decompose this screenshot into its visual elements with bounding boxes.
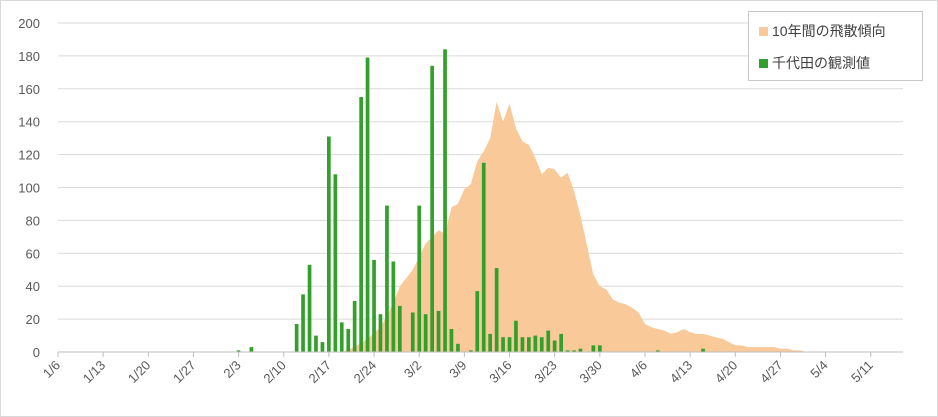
x-tick-label: 3/2 (401, 358, 424, 381)
y-tick-label: 160 (18, 82, 40, 97)
bar (546, 330, 551, 352)
bar (578, 348, 583, 352)
bar (507, 337, 512, 352)
axes (57, 351, 903, 357)
bar (559, 333, 563, 352)
bar (520, 337, 525, 352)
bar (449, 329, 454, 352)
bar (236, 350, 241, 352)
x-tick-label: 4/13 (667, 358, 696, 387)
bar (656, 350, 660, 352)
bar (294, 324, 299, 352)
x-tick-label: 1/13 (80, 358, 109, 387)
y-tick-label: 40 (26, 279, 40, 294)
bar (385, 205, 389, 352)
y-tick-label: 80 (26, 213, 40, 228)
bar (469, 350, 473, 352)
bar (249, 347, 254, 352)
bar (301, 294, 305, 352)
bar (565, 350, 570, 352)
legend-label-bar: 千代田の観測値 (772, 55, 870, 71)
x-tick-label: 4/27 (757, 358, 786, 387)
legend-swatch-area (759, 26, 768, 36)
bar (436, 310, 441, 352)
gridlines (58, 22, 903, 320)
legend: 10年間の飛散傾向 千代田の観測値 (748, 11, 923, 81)
legend-item-bar: 千代田の観測値 (759, 53, 870, 73)
x-tick-label: 3/9 (446, 358, 469, 381)
x-tick-label: 3/16 (486, 358, 515, 387)
bar (359, 97, 363, 352)
bar (527, 337, 531, 352)
y-tick-label: 180 (18, 49, 40, 64)
bar (598, 345, 602, 352)
bar (475, 291, 480, 352)
bar (327, 136, 331, 352)
y-tick-label: 140 (18, 115, 40, 130)
y-tick-label: 100 (18, 181, 40, 196)
bar (339, 322, 344, 352)
bar (539, 337, 544, 352)
x-tick-label: 3/23 (531, 358, 560, 387)
x-tick-label: 2/3 (220, 358, 243, 381)
bar (410, 312, 415, 352)
area-series-shape (341, 102, 807, 352)
x-tick-label: 1/20 (125, 358, 154, 387)
x-tick-label: 1/6 (40, 358, 63, 381)
bar (494, 268, 499, 352)
bar (378, 314, 383, 352)
bar (346, 329, 351, 352)
y-tick-label: 60 (26, 246, 40, 261)
x-tick-label: 5/11 (848, 358, 876, 386)
legend-swatch-bar (759, 58, 768, 68)
bar (365, 57, 370, 352)
bar (572, 350, 576, 352)
bar (443, 49, 447, 353)
bar (591, 345, 596, 352)
bar (430, 65, 434, 353)
bar (552, 340, 557, 352)
bar (333, 174, 338, 352)
x-tick-label: 1/27 (170, 358, 199, 387)
bar (307, 264, 312, 352)
bar (456, 343, 460, 352)
legend-item-area: 10年間の飛散傾向 (759, 21, 886, 41)
x-tick-label: 2/10 (260, 358, 289, 387)
bar (398, 305, 402, 352)
y-tick-label: 20 (26, 312, 40, 327)
bar (372, 259, 376, 352)
bar-series (236, 49, 705, 353)
bar (488, 333, 492, 352)
x-tick-label: 4/6 (627, 358, 650, 381)
x-tick-label: 2/24 (351, 358, 380, 387)
bar (320, 342, 325, 352)
y-tick-label: 0 (33, 345, 40, 360)
x-tick-label: 3/30 (576, 358, 605, 387)
bar (701, 348, 705, 352)
bar (391, 261, 396, 352)
bar (514, 320, 518, 352)
x-tick-label: 5/4 (807, 358, 830, 381)
bar (314, 335, 318, 352)
bar (481, 162, 486, 352)
x-tick-label: 2/17 (306, 358, 335, 387)
y-tick-label: 200 (18, 16, 40, 31)
x-tick-label: 4/20 (712, 358, 741, 387)
y-tick-labels: 0 20 40 60 80 100 120 140 160 180 200 (18, 16, 40, 360)
legend-label-area: 10年間の飛散傾向 (772, 23, 886, 39)
bar (423, 314, 428, 352)
area-series (341, 102, 807, 352)
y-tick-label: 120 (18, 148, 40, 163)
x-tick-labels: 1/6 1/13 1/20 1/27 2/3 2/10 2/17 2/24 3/2 3/9 3/16… (40, 358, 876, 387)
bar (501, 337, 505, 352)
bar (533, 335, 538, 352)
bar (352, 301, 357, 352)
bar (417, 205, 422, 352)
